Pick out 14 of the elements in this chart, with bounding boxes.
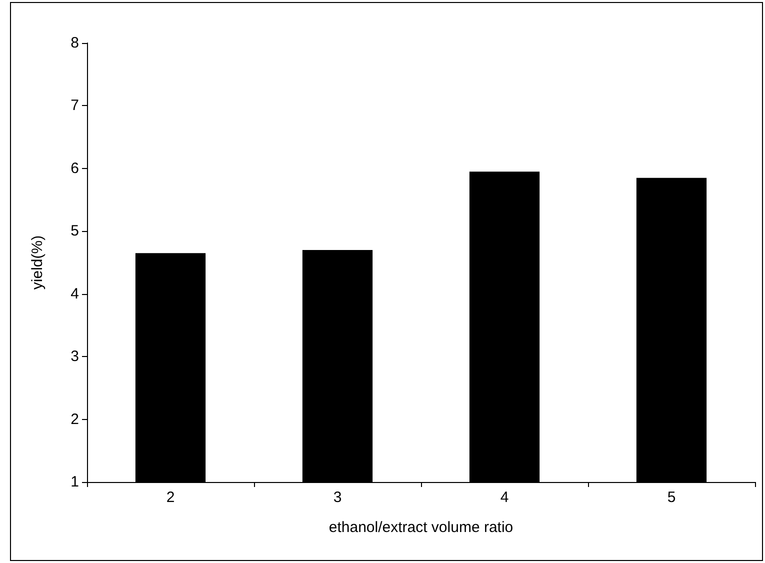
x-tick-label: 5 <box>667 489 676 506</box>
x-tick-label: 2 <box>166 489 175 506</box>
y-tick-label: 7 <box>70 97 79 114</box>
y-axis-title: yield(%) <box>29 235 46 290</box>
y-tick-label: 6 <box>70 160 79 177</box>
y-tick-label: 3 <box>70 348 79 366</box>
y-tick-label: 2 <box>70 410 79 428</box>
y-tick-label: 8 <box>70 34 79 52</box>
x-tick-label: 3 <box>333 489 342 506</box>
y-tick-label: 5 <box>70 222 79 240</box>
y-tick-label: 4 <box>70 285 79 302</box>
x-axis-title: ethanol/extract volume ratio <box>328 519 514 536</box>
y-tick-label: 1 <box>70 474 79 490</box>
x-tick-label: 4 <box>500 489 509 506</box>
